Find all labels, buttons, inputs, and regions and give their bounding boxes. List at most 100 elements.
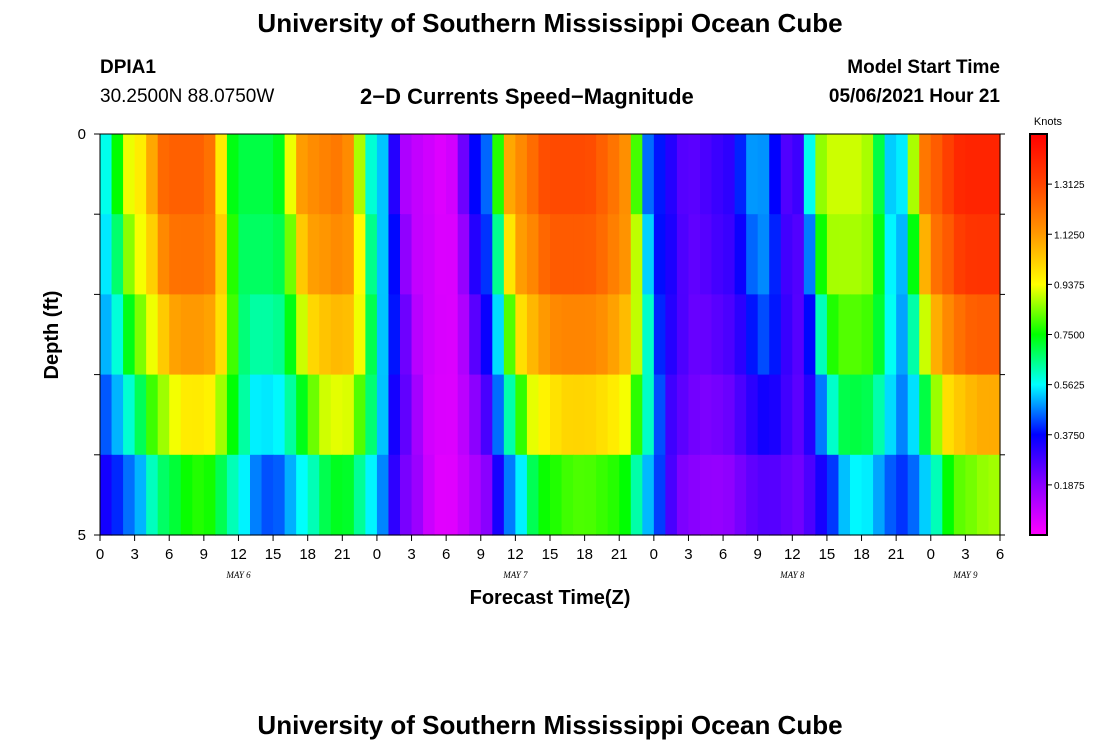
heatmap-cell xyxy=(284,294,297,376)
heatmap-cell xyxy=(642,294,655,376)
heatmap-cell xyxy=(896,294,909,376)
heatmap-cell xyxy=(538,454,551,536)
heatmap-cell xyxy=(146,454,159,536)
x-tick-label: 9 xyxy=(754,546,762,563)
heatmap-cell xyxy=(480,134,493,215)
heatmap-cell xyxy=(411,214,424,295)
heatmap-cell xyxy=(596,294,609,376)
heatmap-cell xyxy=(319,374,332,456)
heatmap-cell xyxy=(469,294,482,376)
heatmap-cell xyxy=(826,294,840,376)
heatmap-cell xyxy=(434,454,447,536)
heatmap-cell xyxy=(446,134,459,215)
heatmap-cell xyxy=(226,134,240,215)
heatmap-cell xyxy=(284,374,297,456)
heatmap-cell xyxy=(653,134,666,215)
heatmap-cell xyxy=(400,214,413,295)
heatmap-cell xyxy=(723,214,736,295)
heatmap-cell xyxy=(111,134,124,215)
heatmap-cell xyxy=(388,134,401,215)
x-tick-label: 0 xyxy=(927,546,935,563)
heatmap-cell xyxy=(826,134,840,215)
heatmap-cell xyxy=(261,294,274,376)
heatmap-cell xyxy=(330,294,343,376)
heatmap-cell xyxy=(965,214,978,295)
heatmap-cell xyxy=(226,214,240,295)
heatmap-cell xyxy=(896,454,909,536)
heatmap-cell xyxy=(250,374,263,456)
heatmap-cell xyxy=(261,454,274,536)
heatmap-cell xyxy=(123,374,136,456)
heatmap-cell xyxy=(642,374,655,456)
heatmap-cell xyxy=(561,134,574,215)
heatmap-cell xyxy=(711,134,724,215)
heatmap-cell xyxy=(480,454,493,536)
heatmap-cell xyxy=(573,214,586,295)
heatmap-cell xyxy=(261,374,274,456)
heatmap-cell xyxy=(988,294,1001,376)
heatmap-cell xyxy=(319,214,332,295)
heatmap-cell xyxy=(319,134,332,215)
heatmap-cell xyxy=(919,454,932,536)
heatmap-cell xyxy=(376,214,390,295)
heatmap-cell xyxy=(503,134,516,215)
date-label: MAY 8 xyxy=(779,570,805,580)
heatmap-cell xyxy=(342,374,355,456)
heatmap-cell xyxy=(769,214,782,295)
heatmap-cell xyxy=(526,214,540,295)
heatmap-cell xyxy=(111,454,124,536)
heatmap-cell xyxy=(561,214,574,295)
heatmap-cell xyxy=(457,294,470,376)
heatmap-cell xyxy=(919,214,932,295)
heatmap-cell xyxy=(169,214,182,295)
heatmap-cell xyxy=(953,454,966,536)
heatmap-cell xyxy=(100,294,113,376)
heatmap-cell xyxy=(146,374,159,456)
heatmap-cell xyxy=(365,294,378,376)
heatmap-cell xyxy=(711,374,724,456)
colorbar-ticks: 1.3125 1.1250 0.9375 0.7500 0.5625 0.3750 0.18… xyxy=(1047,180,1085,492)
x-tick-label: 9 xyxy=(200,546,208,563)
heatmap-cell xyxy=(815,134,828,215)
heatmap-cell xyxy=(157,454,170,536)
y-tick-label: 0 xyxy=(78,126,86,143)
heatmap-cell xyxy=(134,454,147,536)
heatmap-cell xyxy=(146,214,159,295)
heatmap-cell xyxy=(388,454,401,536)
heatmap-cell xyxy=(630,374,643,456)
heatmap-cell xyxy=(192,134,205,215)
colorbar xyxy=(1029,133,1048,536)
heatmap-cell xyxy=(342,294,355,376)
heatmap-cell xyxy=(296,374,309,456)
heatmap-cell xyxy=(665,454,678,536)
heatmap-cell xyxy=(700,454,713,536)
x-tick-label: 6 xyxy=(719,546,727,563)
heatmap-cell xyxy=(861,374,874,456)
heatmap-cell xyxy=(688,214,701,295)
heatmap-cell xyxy=(180,454,193,536)
heatmap-cell xyxy=(803,214,816,295)
heatmap-cell xyxy=(792,214,805,295)
heatmap-cell xyxy=(850,454,863,536)
heatmap-cell xyxy=(907,214,920,295)
heatmap-cell xyxy=(734,374,747,456)
heatmap-cell xyxy=(550,134,563,215)
heatmap-cell xyxy=(561,294,574,376)
heatmap-cell xyxy=(503,454,516,536)
heatmap-cell xyxy=(492,454,505,536)
x-tick-label: 21 xyxy=(888,546,905,563)
heatmap-cell xyxy=(376,294,390,376)
x-tick-label: 18 xyxy=(299,546,316,563)
heatmap-cell xyxy=(850,134,863,215)
heatmap-cell xyxy=(515,374,528,456)
heatmap-cell xyxy=(757,294,770,376)
heatmap-cell xyxy=(965,374,978,456)
heatmap-cell xyxy=(134,294,147,376)
heatmap-cell xyxy=(261,134,274,215)
heatmap-cell xyxy=(850,214,863,295)
heatmap-cell xyxy=(665,294,678,376)
footer-title: University of Southern Mississippi Ocean… xyxy=(257,710,843,740)
heatmap-cell xyxy=(850,294,863,376)
heatmap-cell xyxy=(434,294,447,376)
heatmap-cell xyxy=(273,134,286,215)
